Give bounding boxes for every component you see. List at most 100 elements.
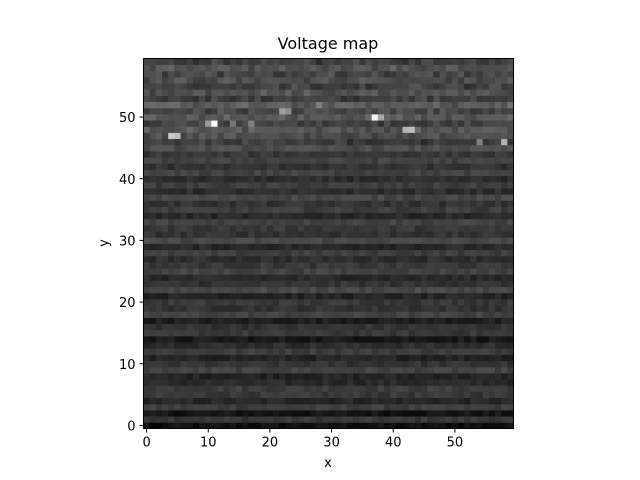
heatmap-cell bbox=[501, 286, 508, 294]
heatmap-cell bbox=[273, 151, 280, 158]
heatmap-cell bbox=[396, 416, 403, 423]
heatmap-cell bbox=[303, 225, 311, 232]
heatmap-cell bbox=[297, 262, 305, 269]
heatmap-cell bbox=[248, 354, 255, 362]
heatmap-cell bbox=[377, 354, 385, 362]
heatmap-cell bbox=[260, 144, 268, 152]
heatmap-cell bbox=[371, 249, 379, 257]
heatmap-cell bbox=[371, 114, 379, 121]
heatmap-cell bbox=[297, 311, 305, 318]
heatmap-cell bbox=[273, 120, 280, 127]
heatmap-cell bbox=[458, 416, 465, 423]
heatmap-cell bbox=[248, 231, 255, 238]
heatmap-cell bbox=[254, 64, 262, 72]
heatmap-cell bbox=[192, 237, 200, 244]
heatmap-cell bbox=[322, 366, 329, 374]
heatmap-cell bbox=[279, 280, 286, 288]
heatmap-cell bbox=[507, 89, 514, 96]
heatmap-cell bbox=[427, 89, 434, 96]
heatmap-cell bbox=[322, 255, 329, 263]
heatmap-cell bbox=[347, 218, 354, 226]
heatmap-cell bbox=[371, 255, 379, 263]
heatmap-cell bbox=[279, 249, 286, 257]
heatmap-cell bbox=[242, 373, 249, 380]
heatmap-cell bbox=[433, 218, 440, 226]
heatmap-cell bbox=[266, 403, 274, 411]
heatmap-cell bbox=[347, 181, 354, 189]
heatmap-cell bbox=[211, 403, 218, 411]
heatmap-cell bbox=[408, 299, 416, 306]
heatmap-cell bbox=[458, 354, 465, 362]
heatmap-cell bbox=[439, 403, 447, 411]
heatmap-cell bbox=[199, 403, 206, 411]
heatmap-cell bbox=[192, 144, 200, 152]
heatmap-cell bbox=[248, 317, 255, 325]
heatmap-cell bbox=[421, 305, 428, 312]
heatmap-cell bbox=[396, 138, 403, 146]
heatmap-cell bbox=[427, 64, 434, 72]
heatmap-cell bbox=[186, 249, 194, 257]
heatmap-cell bbox=[229, 373, 237, 380]
heatmap-cell bbox=[143, 243, 151, 251]
heatmap-cell bbox=[476, 225, 484, 232]
heatmap-cell bbox=[396, 354, 403, 362]
heatmap-cell bbox=[340, 422, 348, 429]
heatmap-cell bbox=[365, 397, 373, 405]
heatmap-cell bbox=[236, 299, 243, 306]
heatmap-cell bbox=[328, 268, 336, 275]
heatmap-cell bbox=[427, 132, 434, 140]
heatmap-cell bbox=[390, 58, 397, 66]
heatmap-cell bbox=[458, 77, 465, 84]
heatmap-cell bbox=[322, 416, 329, 423]
heatmap-cell bbox=[427, 218, 434, 226]
heatmap-cell bbox=[229, 218, 237, 226]
heatmap-cell bbox=[408, 280, 416, 288]
heatmap-cell bbox=[303, 280, 311, 288]
heatmap-cell bbox=[273, 107, 280, 115]
heatmap-cell bbox=[488, 89, 496, 96]
heatmap-cell bbox=[303, 243, 311, 251]
heatmap-cell bbox=[322, 151, 329, 158]
heatmap-cell bbox=[414, 138, 422, 146]
heatmap-cell bbox=[507, 286, 514, 294]
x-axis-label: x bbox=[324, 456, 332, 471]
heatmap-cell bbox=[464, 299, 471, 306]
heatmap-cell bbox=[427, 410, 434, 417]
heatmap-cell bbox=[470, 188, 477, 195]
heatmap-cell bbox=[248, 138, 255, 146]
heatmap-cell bbox=[488, 231, 496, 238]
heatmap-cell bbox=[353, 151, 360, 158]
heatmap-cell bbox=[168, 77, 175, 84]
heatmap-cell bbox=[451, 243, 459, 251]
heatmap-cell bbox=[192, 336, 200, 343]
heatmap-cell bbox=[359, 354, 366, 362]
heatmap-cell bbox=[495, 163, 502, 170]
heatmap-cell bbox=[205, 268, 212, 275]
heatmap-cell bbox=[316, 274, 323, 281]
heatmap-cell bbox=[396, 95, 403, 103]
heatmap-cell bbox=[495, 249, 502, 257]
heatmap-cell bbox=[223, 212, 231, 220]
heatmap-cell bbox=[236, 64, 243, 72]
heatmap-cell bbox=[421, 410, 428, 417]
heatmap-cell bbox=[482, 360, 490, 368]
heatmap-cell bbox=[223, 206, 231, 214]
heatmap-cell bbox=[273, 348, 280, 355]
heatmap-cell bbox=[297, 212, 305, 220]
heatmap-cell bbox=[149, 299, 157, 306]
heatmap-cell bbox=[470, 262, 477, 269]
heatmap-cell bbox=[334, 385, 342, 392]
heatmap-cell bbox=[291, 169, 299, 177]
heatmap-cell bbox=[347, 354, 354, 362]
heatmap-cell bbox=[155, 274, 163, 281]
heatmap-cell bbox=[334, 397, 342, 405]
heatmap-cell bbox=[340, 107, 348, 115]
heatmap-cell bbox=[427, 391, 434, 399]
heatmap-cell bbox=[347, 243, 354, 251]
heatmap-cell bbox=[439, 206, 447, 214]
heatmap-cell bbox=[501, 237, 508, 244]
heatmap-cell bbox=[297, 231, 305, 238]
heatmap-cell bbox=[291, 249, 299, 257]
heatmap-cell bbox=[384, 218, 391, 226]
heatmap-cell bbox=[501, 194, 508, 201]
